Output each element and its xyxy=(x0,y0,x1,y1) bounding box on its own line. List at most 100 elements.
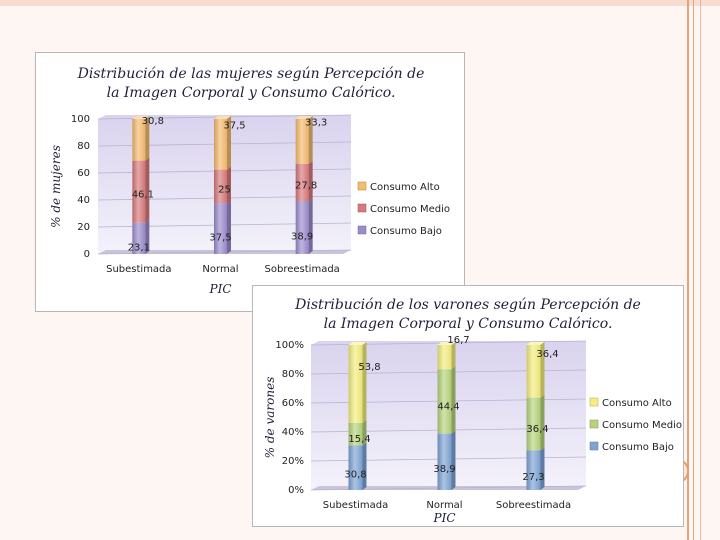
bar-segment-top xyxy=(348,342,367,345)
data-label: 38,9 xyxy=(291,232,313,243)
y-tick-label: 20 xyxy=(77,222,90,233)
bar-segment-side xyxy=(227,200,231,254)
data-label: 46,1 xyxy=(132,190,154,201)
y-tick-label: 60 xyxy=(77,168,90,179)
bar-segment-side xyxy=(308,116,313,164)
y-tick-label: 20% xyxy=(282,456,304,467)
chart-title: Distribución de los varones según Percep… xyxy=(294,297,641,313)
legend-label: Consumo Bajo xyxy=(370,226,442,237)
data-label: 36,4 xyxy=(536,349,558,360)
legend-swatch xyxy=(589,441,599,451)
legend-swatch xyxy=(357,203,367,213)
data-label: 25 xyxy=(218,185,231,196)
bar-segment xyxy=(295,163,309,202)
bar-segment-side xyxy=(145,219,150,254)
data-label: 27,8 xyxy=(295,181,317,192)
x-category-label: Subestimada xyxy=(323,500,388,511)
data-label: 36,4 xyxy=(526,424,548,435)
bar-segment-side xyxy=(451,430,456,490)
legend-label: Consumo Medio xyxy=(602,420,682,431)
bar-segment xyxy=(526,397,541,451)
x-category-label: Normal xyxy=(426,500,462,511)
side-decoration-line xyxy=(693,0,694,540)
side-decoration-line xyxy=(687,0,689,540)
bar-segment-side xyxy=(362,420,367,446)
bar-segment-side xyxy=(145,116,150,161)
bar-segment xyxy=(214,203,227,254)
data-label: 37,5 xyxy=(209,233,231,244)
bar-segment-side xyxy=(540,447,545,490)
top-decoration xyxy=(0,0,720,6)
legend-swatch xyxy=(357,181,367,191)
bar-segment xyxy=(132,119,146,161)
data-label: 33,3 xyxy=(305,117,327,128)
data-label: 15,4 xyxy=(348,434,370,445)
bar-segment-top xyxy=(132,116,150,119)
bar-segment-top xyxy=(526,341,545,345)
x-axis-title: PIC xyxy=(209,282,232,296)
chart-mujeres-svg: Distribución de las mujeres según Percep… xyxy=(49,66,450,296)
bar-segment xyxy=(348,445,363,490)
x-category-label: Sobreestimada xyxy=(496,500,571,511)
y-tick-label: 0% xyxy=(288,485,304,496)
data-label: 27,3 xyxy=(522,472,544,483)
x-category-label: Sobreestimada xyxy=(265,264,340,275)
bar-segment-side xyxy=(540,341,545,398)
bar-segment-top xyxy=(295,116,313,119)
bar-segment-side xyxy=(145,157,150,223)
data-label: 23,1 xyxy=(128,242,150,253)
data-label: 38,9 xyxy=(433,464,455,475)
y-tick-label: 80% xyxy=(282,369,304,380)
y-tick-label: 40% xyxy=(282,427,304,438)
bar-segment xyxy=(437,369,452,434)
bar-segment-side xyxy=(451,366,456,434)
chart-title: la Imagen Corporal y Consumo Calórico. xyxy=(107,85,396,101)
bar-segment xyxy=(348,423,363,446)
bar-segment xyxy=(437,345,452,370)
bar-segment-side xyxy=(308,198,313,254)
bar-segment xyxy=(132,222,146,254)
y-axis-title: % de mujeres xyxy=(49,145,63,228)
bar-segment xyxy=(132,160,146,223)
bar-segment-side xyxy=(362,342,367,424)
bar-segment xyxy=(295,119,309,164)
bar-segment xyxy=(348,345,363,424)
data-label: 53,8 xyxy=(358,362,380,373)
chart-mujeres: Distribución de las mujeres según Percep… xyxy=(35,52,465,312)
legend-swatch xyxy=(589,397,599,407)
y-tick-label: 100% xyxy=(275,340,304,351)
y-tick-label: 60% xyxy=(282,398,304,409)
data-label: 37,5 xyxy=(223,120,245,131)
y-axis-title: % de varones xyxy=(263,377,277,459)
data-label: 16,7 xyxy=(447,335,469,346)
chart-varones-svg: Distribución de los varones según Percep… xyxy=(263,297,682,525)
legend-label: Consumo Medio xyxy=(370,204,450,215)
legend-label: Consumo Bajo xyxy=(602,442,674,453)
side-decoration-line xyxy=(700,0,701,540)
bar-segment-side xyxy=(308,160,313,202)
bar-segment xyxy=(526,450,541,490)
bar-segment-side xyxy=(362,442,367,490)
chart-title: la Imagen Corporal y Consumo Calórico. xyxy=(324,316,613,332)
x-axis-title: PIC xyxy=(433,511,456,525)
bar-segment-side xyxy=(227,166,231,204)
x-category-label: Subestimada xyxy=(106,264,171,275)
y-tick-label: 100 xyxy=(71,114,90,125)
bar-segment-side xyxy=(540,394,545,451)
bar-segment xyxy=(437,433,452,490)
x-category-label: Normal xyxy=(202,264,238,275)
bar-segment-side xyxy=(451,342,456,370)
y-tick-label: 0 xyxy=(84,249,90,260)
bar-segment xyxy=(214,169,227,204)
chart-title: Distribución de las mujeres según Percep… xyxy=(77,66,425,82)
bar-segment-side xyxy=(227,116,231,170)
legend-label: Consumo Alto xyxy=(370,182,440,193)
bar-segment xyxy=(214,119,227,170)
data-label: 44,4 xyxy=(437,401,459,412)
bar-segment-top xyxy=(437,342,456,345)
data-label: 30,8 xyxy=(344,470,366,481)
chart-varones: Distribución de los varones según Percep… xyxy=(252,285,684,527)
legend-label: Consumo Alto xyxy=(602,398,672,409)
y-tick-label: 80 xyxy=(77,141,90,152)
legend-swatch xyxy=(357,225,367,235)
